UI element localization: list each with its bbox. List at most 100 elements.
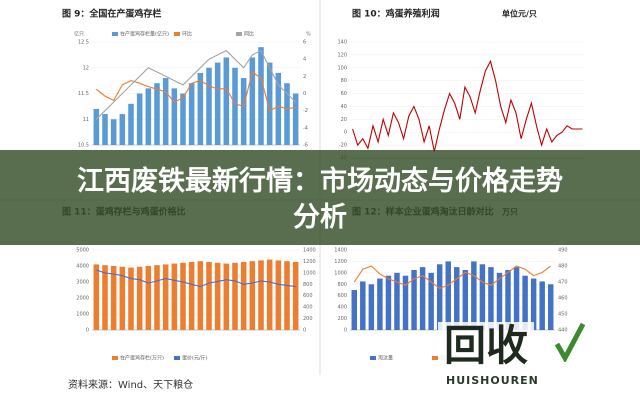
y2-tick-label: 6: [303, 40, 306, 46]
line: [95, 49, 297, 120]
bar: [93, 264, 100, 330]
axis-unit: %: [306, 32, 311, 38]
bar: [513, 267, 520, 330]
bar: [119, 266, 126, 330]
bar: [368, 284, 375, 330]
bar: [284, 83, 290, 145]
bar: [232, 67, 238, 145]
bar: [496, 272, 503, 330]
logo-text: 回收: [438, 322, 535, 370]
y2-tick-label: 470: [558, 280, 568, 286]
logo: 回收 HUISHOUREN: [438, 322, 588, 387]
bar: [162, 78, 169, 145]
y2-tick-label: 0: [303, 328, 306, 334]
bar: [240, 262, 247, 330]
y2-tick-label: 400: [303, 305, 313, 311]
y-tick-label: 800: [337, 282, 347, 288]
bar: [479, 264, 486, 330]
unit-note: 单位元/只: [502, 9, 537, 19]
legend-label: 淘汰量: [378, 355, 393, 362]
banner-title: 江西废铁最新行情：市场动态与价格走势分析: [77, 166, 563, 233]
bar: [249, 57, 256, 146]
chart-title: 图 10：鸡蛋养殖利润: [352, 8, 440, 20]
y-tick-label: 60: [341, 91, 347, 97]
bar: [102, 114, 108, 145]
line: [95, 71, 296, 112]
bar: [110, 119, 117, 145]
y-tick-label: 80: [341, 78, 347, 84]
axis-unit: 亿只: [74, 31, 84, 38]
y-tick-label: 400: [337, 305, 347, 311]
y-tick-label: 1200: [334, 259, 347, 265]
bar: [488, 267, 494, 330]
legend-label: 在产蛋鸡存栏量(亿只): [120, 31, 169, 38]
y-tick-label: 0: [344, 130, 347, 136]
bar: [530, 278, 537, 330]
legend-swatch: [174, 32, 180, 36]
legend-swatch: [112, 356, 118, 360]
legend-swatch: [432, 356, 438, 360]
bar: [275, 260, 282, 330]
y-tick-label: -20: [339, 143, 347, 149]
y2-tick-label: 440: [558, 328, 568, 334]
y-tick-label: 120: [337, 52, 347, 58]
y2-tick-label: 1400: [303, 248, 316, 254]
bar: [145, 88, 152, 145]
banner: 江西废铁最新行情：市场动态与价格走势分析: [0, 150, 640, 245]
y-tick-label: 5000: [76, 248, 89, 254]
bar: [284, 261, 290, 330]
bar: [351, 290, 358, 330]
bar: [197, 261, 204, 330]
bar: [206, 262, 212, 330]
y-tick-label: 12.5: [78, 40, 89, 46]
bar: [180, 262, 186, 330]
bar: [436, 264, 443, 330]
bar: [547, 284, 554, 330]
bar: [522, 275, 528, 330]
bar: [249, 261, 256, 330]
bar: [171, 263, 178, 330]
y2-tick-label: 200: [303, 316, 313, 322]
bar: [180, 93, 186, 145]
legend-label: 蛋价(元/斤): [182, 355, 208, 362]
bar: [93, 108, 100, 145]
y2-tick-label: -2: [303, 108, 308, 114]
y-tick-label: 3000: [76, 280, 89, 286]
y-tick-label: 1400: [334, 248, 347, 254]
line: [96, 269, 296, 288]
y-tick-label: 2000: [76, 296, 89, 302]
y-tick-label: 10.5: [78, 143, 89, 149]
y-tick-label: 100: [337, 65, 347, 71]
bar: [428, 272, 434, 330]
legend-swatch: [174, 356, 180, 360]
y-tick-label: 1000: [76, 312, 89, 318]
bar: [171, 88, 178, 145]
bar: [197, 72, 204, 145]
y2-tick-label: 1200: [303, 259, 316, 265]
bar: [240, 78, 247, 145]
bar: [266, 259, 273, 330]
bar: [145, 266, 152, 330]
y2-tick-label: -6: [303, 143, 308, 149]
y2-tick-label: 600: [303, 293, 313, 299]
y-tick-label: 4000: [76, 264, 89, 270]
legend-label: 同比: [244, 31, 254, 38]
y2-tick-label: 450: [558, 312, 568, 318]
y-tick-label: 0: [86, 328, 89, 334]
legend-swatch: [370, 356, 376, 360]
y2-tick-label: 2: [303, 74, 306, 80]
y-tick-label: 20: [341, 117, 347, 123]
y2-tick-label: -4: [303, 125, 308, 131]
bar: [223, 57, 230, 146]
bar: [154, 265, 160, 330]
bar: [266, 62, 273, 145]
legend-swatch: [236, 32, 242, 36]
bar: [394, 272, 400, 330]
line: [352, 59, 583, 152]
line: [353, 265, 552, 290]
bar: [539, 281, 545, 330]
legend-swatch: [112, 32, 118, 36]
y-tick-label: 12: [83, 65, 89, 71]
logo-mark: [555, 322, 585, 362]
